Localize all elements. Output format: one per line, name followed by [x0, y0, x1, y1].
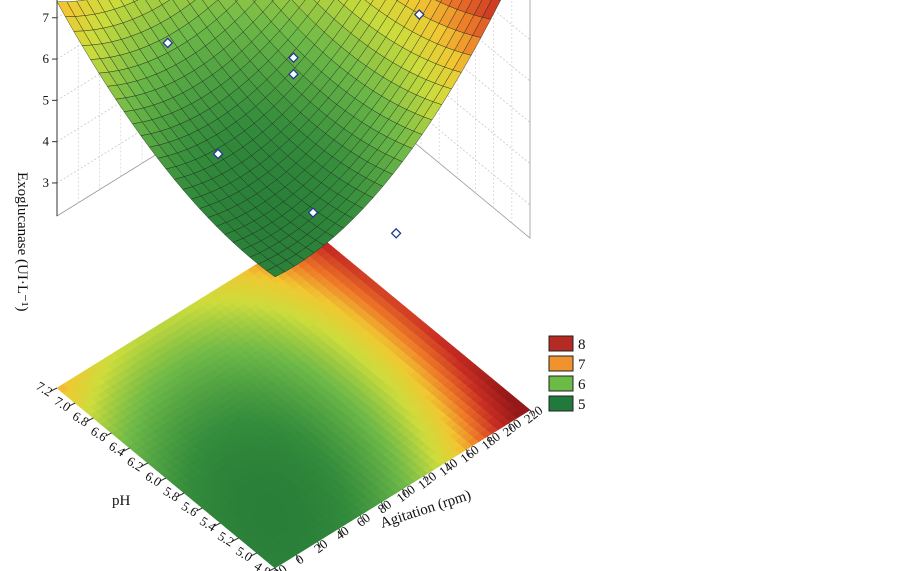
surface-cell	[186, 0, 196, 5]
y-tick	[508, 422, 513, 430]
data-point	[413, 9, 425, 20]
x-tick-label: 5.8	[161, 483, 183, 504]
y-tick	[487, 436, 491, 443]
legend-label: 5	[578, 397, 586, 413]
x-tick-label: 6.8	[70, 408, 92, 429]
y-tick	[465, 449, 470, 456]
data-point	[212, 148, 224, 160]
y-tick	[338, 528, 343, 535]
x-tick	[250, 552, 258, 557]
x-tick	[196, 507, 203, 512]
legend-label: 8	[578, 337, 586, 353]
x-tick	[105, 432, 112, 437]
legend-label: 6	[578, 377, 586, 393]
y-tick	[295, 554, 300, 562]
x-tick	[87, 417, 94, 422]
response-surface	[56, 0, 501, 278]
contour-floor	[56, 229, 531, 569]
y-tick-label: -20	[267, 561, 290, 571]
y-tick	[317, 541, 321, 548]
legend: 8 7 6 5	[548, 335, 586, 413]
y-tick	[529, 409, 534, 417]
z-gridline	[56, 0, 531, 164]
x-axis-title: pH	[112, 493, 131, 509]
data-point	[162, 37, 174, 49]
x-tick	[50, 387, 58, 392]
x-tick	[159, 477, 167, 482]
y-tick	[380, 501, 385, 509]
z-tick-label: 6	[43, 51, 50, 66]
surface-cell	[313, 0, 321, 4]
legend-label: 7	[578, 357, 586, 373]
z-tick-label: 7	[43, 10, 50, 25]
legend-swatch	[548, 335, 574, 352]
x-tick	[68, 402, 76, 407]
data-point	[288, 68, 299, 80]
y-tick	[359, 515, 364, 522]
z-tick-label: 4	[43, 134, 50, 149]
legend-swatch	[548, 395, 574, 412]
x-tick-label: 5.0	[233, 543, 255, 564]
data-point	[288, 52, 299, 64]
x-tick	[141, 462, 149, 467]
x-tick	[177, 492, 185, 497]
x-tick	[123, 447, 130, 452]
experimental-points	[162, 9, 425, 239]
x-tick	[232, 537, 239, 542]
data-point	[307, 207, 319, 218]
y-tick-label: 0	[292, 551, 306, 567]
data-point	[390, 227, 402, 239]
x-tick-label: 7.2	[34, 378, 56, 399]
y-tick	[444, 462, 449, 469]
y-tick	[274, 567, 278, 571]
legend-swatch	[548, 355, 574, 372]
x-tick-label: 7.0	[52, 393, 74, 414]
surface-cell	[266, 265, 286, 278]
axes: 34567894.85.05.25.45.65.86.06.26.46.66.8…	[34, 0, 546, 571]
x-tick	[214, 522, 221, 527]
z-tick-label: 3	[43, 175, 50, 190]
x-tick-label: 6.0	[143, 468, 165, 489]
z-axis-title: Exoglucanase (UI·L⁻¹)	[14, 172, 30, 311]
surface-cell	[252, 0, 257, 3]
y-tick	[423, 475, 428, 483]
x-tick-label: 6.2	[124, 453, 146, 474]
z-tick-label: 5	[43, 92, 50, 107]
legend-swatch	[548, 375, 574, 392]
y-tick	[402, 488, 406, 496]
x-tick-label: 5.2	[215, 528, 237, 549]
